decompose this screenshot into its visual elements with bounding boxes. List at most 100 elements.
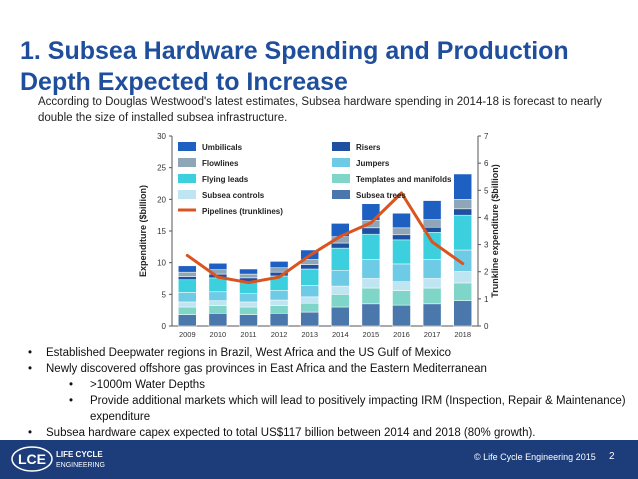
bar-segment-jumpers (239, 293, 258, 303)
bar-segment-subsea-trees (453, 300, 472, 327)
bullet-dot: • (28, 363, 33, 375)
x-tick-label: 2009 (179, 330, 196, 339)
bar-segment-templates-and-manifolds (178, 306, 197, 315)
bar-segment-subsea-trees (269, 313, 289, 327)
bar-segment-risers (392, 234, 411, 241)
bar-segment-jumpers (392, 263, 411, 282)
bar-segment-templates-and-manifolds (453, 282, 472, 301)
bar-segment-templates-and-manifolds (331, 294, 350, 308)
bar-segment-risers (331, 242, 350, 249)
lce-logo: LCE LIFE CYCLE ENGINEERING (11, 446, 105, 472)
x-tick-label: 2011 (240, 330, 256, 339)
x-tick-label: 2013 (301, 330, 318, 339)
bar-segment-flowlines (178, 271, 197, 277)
slide-title: 1. Subsea Hardware Spending and Producti… (20, 37, 569, 96)
legend-swatch (332, 142, 350, 151)
y-tick-label: 15 (157, 227, 166, 236)
x-tick-label: 2012 (271, 330, 288, 339)
bar-segment-umbilicals (178, 265, 197, 273)
bar-segment-flowlines (453, 199, 472, 210)
y2-tick-label: 2 (484, 268, 489, 277)
bar-segment-templates-and-manifolds (239, 306, 258, 315)
x-tick-label: 2014 (332, 330, 349, 339)
y2-tick-label: 3 (484, 241, 489, 250)
pipelines-line-point (277, 275, 281, 279)
pipelines-line-point (461, 262, 464, 265)
bar-segment-subsea-controls (331, 285, 350, 295)
y2-tick-label: 4 (484, 213, 489, 222)
logo-text-line1: LIFE CYCLE (56, 450, 103, 459)
x-tick-label: 2010 (210, 330, 227, 339)
pipelines-line-point (308, 254, 311, 257)
bar-segment-flying-leads (361, 233, 381, 260)
bar-segment-umbilicals (208, 263, 228, 270)
y-tick-label: 30 (157, 132, 166, 141)
bar-segment-subsea-trees (331, 306, 350, 327)
bullet-item: • Subsea hardware capex expected to total… (28, 425, 628, 441)
bar-segment-risers (178, 276, 197, 281)
bullet-dot: • (28, 347, 33, 359)
legend-swatch (332, 174, 350, 183)
bullet-item: • >1000m Water Depths (28, 377, 628, 393)
bullet-item: • Provide additional markets which will l… (28, 393, 628, 425)
bar-segment-subsea-controls (269, 299, 289, 306)
bar-segment-umbilicals (239, 268, 258, 275)
bullet-dot: • (28, 427, 33, 439)
bar-segment-subsea-controls (361, 278, 381, 289)
bar-segment-subsea-trees (361, 303, 381, 327)
bar-segment-jumpers (422, 259, 442, 279)
bullet-text: Newly discovered offshore gas provinces … (46, 363, 487, 375)
subsea-spending-chart: 0 5 10 15 20 25 30 0 1 2 3 4 5 6 7 2009 2010 2011 2012 2013… (138, 132, 500, 339)
page-number: 2 (609, 451, 615, 462)
legend-label: Subsea controls (202, 191, 265, 200)
pipelines-line-point (430, 240, 434, 244)
bar-segment-umbilicals (392, 213, 411, 229)
legend-label: Umbilicals (202, 143, 243, 152)
y2-tick-label: 0 (484, 322, 489, 331)
bar-segment-subsea-trees (392, 304, 411, 327)
y2-tick-label: 1 (484, 295, 489, 304)
legend-swatch (178, 142, 196, 151)
bar-segment-flying-leads (453, 214, 472, 251)
bar-segment-subsea-controls (239, 301, 258, 308)
legend-label: Risers (356, 143, 381, 152)
y2-tick-label: 7 (484, 132, 489, 141)
pipelines-line-point (400, 191, 403, 195)
legend-label: Flowlines (202, 159, 239, 168)
y-tick-label: 5 (162, 290, 167, 299)
footer-bar (0, 440, 638, 479)
bar-segment-subsea-controls (208, 300, 228, 306)
bar-segment-risers (361, 227, 381, 235)
bar-segment-flying-leads (208, 277, 228, 293)
bar-segment-subsea-controls (453, 271, 472, 284)
bar-segment-jumpers (269, 290, 289, 301)
bar-segment-templates-and-manifolds (422, 287, 442, 305)
bar-segment-subsea-trees (178, 314, 197, 327)
pipelines-line-point (216, 275, 220, 279)
bar-segment-subsea-controls (422, 278, 442, 289)
bullet-text: Provide additional markets which will le… (90, 395, 626, 423)
bar-segment-risers (300, 264, 319, 270)
slide-subtitle: According to Douglas Westwood's latest e… (38, 96, 602, 124)
bar-segment-flowlines (239, 273, 258, 279)
y-axis-label: Expenditure ($billion) (138, 185, 148, 277)
bar-segment-jumpers (208, 291, 228, 301)
bar-segment-flying-leads (178, 279, 197, 293)
pipelines-line-point (186, 254, 189, 257)
bar-segment-flying-leads (300, 268, 319, 286)
bar-segment-subsea-controls (392, 281, 411, 291)
bar-segment-subsea-trees (239, 314, 258, 327)
bar-segment-flowlines (392, 227, 411, 236)
y2-axis-label: Trunkline expenditure ($billion) (490, 164, 500, 298)
bar-segment-flowlines (422, 219, 442, 228)
x-tick-label: 2015 (363, 330, 380, 339)
pipelines-line-point (339, 235, 342, 238)
bar-segment-templates-and-manifolds (269, 305, 289, 314)
bar-segment-subsea-controls (178, 301, 197, 308)
legend-label: Flying leads (202, 175, 249, 184)
bullet-text: >1000m Water Depths (90, 379, 205, 391)
bar-segment-jumpers (361, 259, 381, 279)
y-tick-label: 25 (157, 164, 166, 173)
legend-swatch (178, 174, 196, 183)
bullet-dot: • (69, 379, 74, 391)
